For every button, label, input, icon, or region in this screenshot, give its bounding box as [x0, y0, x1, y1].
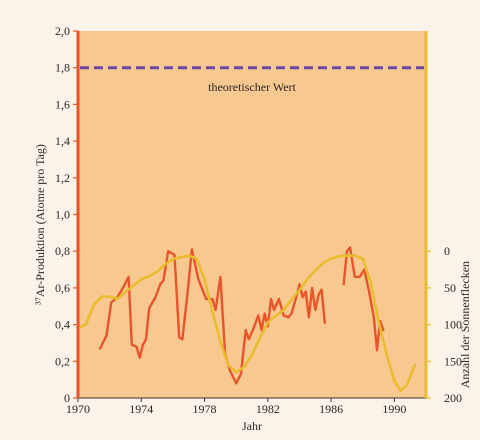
left-y-axis-label: ³⁷Ar-Produktion (Atome pro Tag) — [33, 144, 47, 305]
right-y-tick-label-0: 0 — [444, 244, 450, 258]
left-y-tick-label-6: 1,2 — [55, 171, 70, 185]
sunspot-number-line — [76, 254, 417, 392]
plot-area — [78, 31, 426, 398]
left-y-tick-label-3: 0,6 — [55, 281, 70, 295]
left-y-tick-label-1: 0,2 — [55, 354, 70, 368]
right-y-tick-label-100: 100 — [444, 318, 462, 332]
right-y-tick-label-50: 50 — [444, 281, 456, 295]
axes: 1970 1974 1978 1982 1986 1990 0 0,2 0,4 0,6 0,8 1,0… — [55, 24, 462, 416]
theoretical-value-label: theoretischer Wert — [208, 80, 296, 94]
left-y-tick-label-7: 1,4 — [55, 134, 70, 148]
x-axis-label: Jahr — [242, 419, 262, 433]
right-y-axis-label: Anzahl der Sonnenflecken — [458, 261, 472, 388]
x-tick-label-1978: 1978 — [193, 402, 217, 416]
right-y-tick-label-150: 150 — [444, 354, 462, 368]
theory-group: theoretischer Wert — [80, 66, 424, 94]
left-y-tick-label-4: 0,8 — [55, 244, 70, 258]
argon-production-line-2 — [342, 246, 385, 352]
data-series — [76, 246, 417, 392]
x-tick-label-1982: 1982 — [256, 402, 280, 416]
left-y-tick-label-10: 2,0 — [55, 24, 70, 38]
x-tick-label-1986: 1986 — [319, 402, 343, 416]
left-y-tick-label-5: 1,0 — [55, 208, 70, 222]
left-y-tick-label-9: 1,8 — [55, 61, 70, 75]
x-tick-label-1970: 1970 — [66, 402, 90, 416]
x-tick-label-1990: 1990 — [382, 402, 406, 416]
x-tick-label-1974: 1974 — [129, 402, 153, 416]
left-y-tick-label-0: 0 — [64, 391, 70, 405]
left-y-tick-label-2: 0,4 — [55, 318, 70, 332]
left-y-tick-label-8: 1,6 — [55, 97, 70, 111]
right-y-tick-label-200: 200 — [444, 391, 462, 405]
